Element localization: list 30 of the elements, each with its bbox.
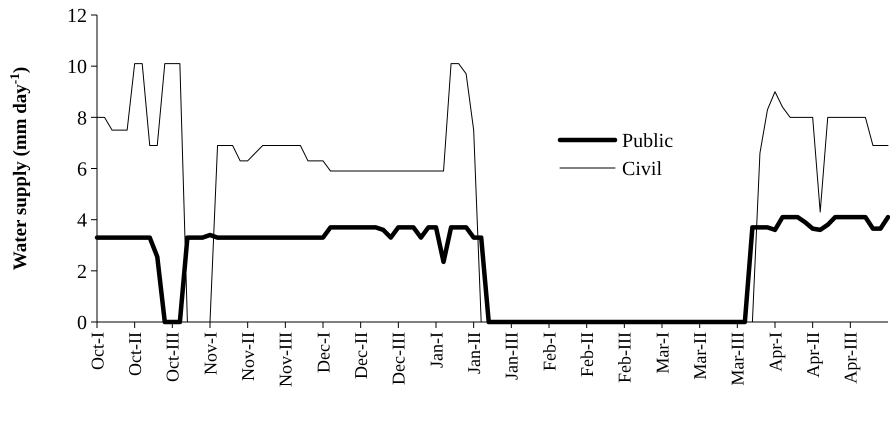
legend-label: Public [622,130,674,152]
y-tick-label: 4 [77,210,87,232]
x-tick-label: Nov-II [238,332,258,381]
x-tick-label: Oct-II [124,332,145,376]
x-tick-label: Dec-II [350,332,371,379]
x-tick-label: Nov-I [200,332,220,375]
x-tick-label: Apr-II [802,332,823,378]
x-tick-label: Oct-III [162,332,183,382]
x-tick-label: Feb-I [539,332,560,371]
x-tick-label: Jan-II [464,332,484,374]
y-tick-label: 0 [77,312,87,334]
x-tick-label: Apr-I [765,332,786,372]
legend-label: Civil [622,158,662,180]
y-tick-label: 10 [67,56,87,78]
x-tick-label: Oct-I [87,332,108,370]
x-tick-label: Mar-III [728,332,748,386]
y-tick-label: 6 [77,158,87,180]
x-tick-label: Jan-I [426,332,446,368]
y-tick-label: 2 [77,260,87,283]
y-tick-label: 12 [67,5,87,27]
x-tick-label: Apr-III [840,332,861,384]
x-tick-label: Mar-I [652,332,672,374]
x-tick-label: Feb-II [576,332,597,377]
x-tick-label: Nov-III [276,332,296,387]
x-tick-label: Jan-III [502,332,522,380]
x-tick-label: Mar-II [690,332,710,380]
x-tick-label: Dec-III [388,332,409,385]
y-tick-label: 8 [77,107,87,130]
x-tick-label: Feb-III [614,332,635,383]
x-tick-label: Dec-I [313,332,334,373]
